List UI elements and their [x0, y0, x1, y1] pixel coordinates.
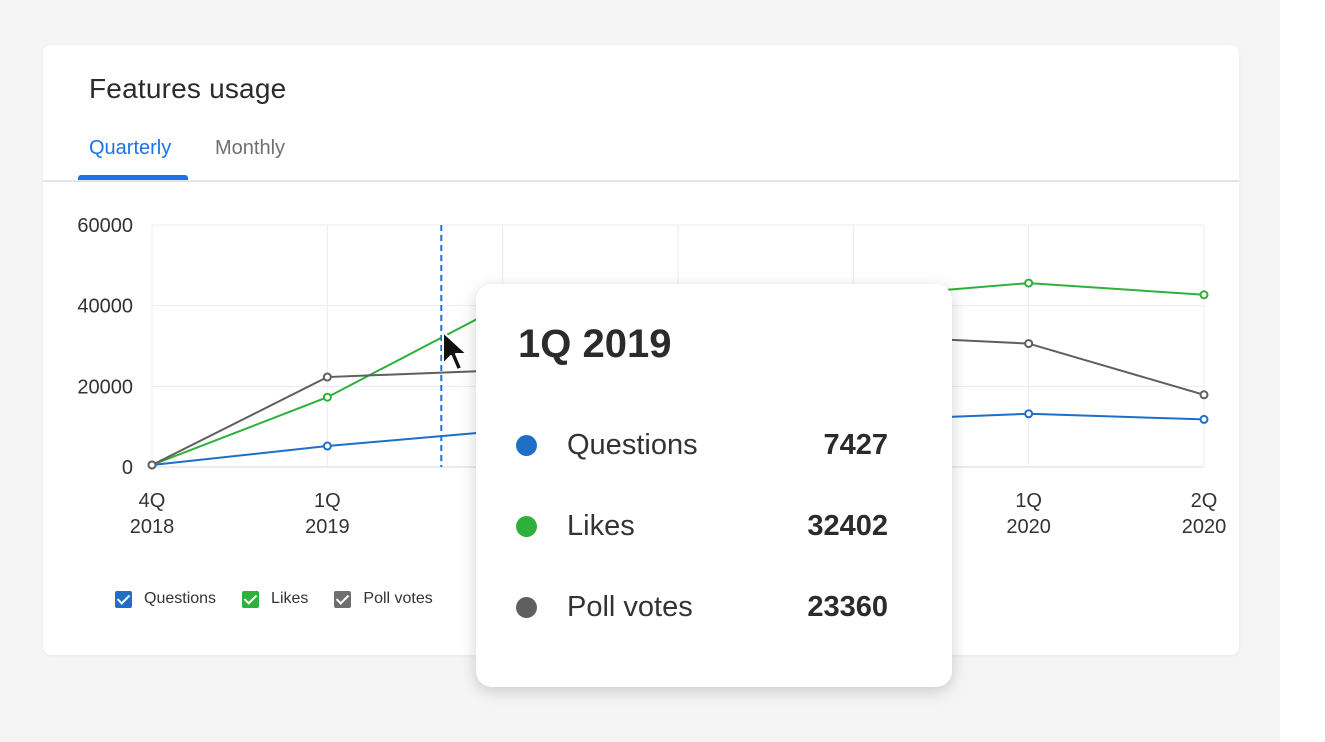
tooltip-row-likes: Likes 32402: [516, 506, 888, 546]
data-point-poll-votes: [1024, 339, 1034, 349]
legend-item-likes[interactable]: Likes: [242, 590, 308, 608]
x-tick-label: 1Q: [314, 490, 341, 512]
y-tick-label: 40000: [77, 296, 133, 318]
tooltip-title: 1Q 2019: [518, 322, 672, 366]
data-point-likes: [1199, 290, 1209, 300]
x-tick-label: 2Q: [1191, 490, 1218, 512]
data-point-poll-votes: [147, 460, 157, 470]
y-tick-label: 60000: [77, 215, 133, 237]
tab-quarterly[interactable]: Quarterly: [89, 137, 172, 159]
legend-item-questions[interactable]: Questions: [115, 590, 216, 608]
mouse-pointer-icon: [442, 331, 468, 371]
data-point-likes: [322, 392, 332, 402]
page-margin: [1280, 0, 1325, 742]
x-tick-label: 4Q: [139, 490, 166, 512]
data-point-questions: [322, 441, 332, 451]
legend-label-poll-votes: Poll votes: [363, 590, 433, 607]
tab-divider: [43, 180, 1239, 182]
tooltip-row-poll-votes: Poll votes 23360: [516, 587, 888, 627]
chart-legend: Questions Likes Poll votes: [115, 590, 433, 608]
y-tick-label: 0: [122, 457, 133, 479]
x-tick-label: 2019: [305, 516, 350, 538]
legend-label-likes: Likes: [271, 590, 309, 607]
series-dot-icon: [516, 596, 537, 618]
data-point-questions: [1199, 414, 1209, 424]
checkbox-checked-icon[interactable]: [115, 590, 132, 608]
tab-monthly[interactable]: Monthly: [215, 137, 286, 159]
checkbox-checked-icon[interactable]: [334, 590, 352, 608]
series-dot-icon: [516, 434, 537, 456]
active-tab-indicator: [78, 175, 188, 180]
card-title: Features usage: [89, 73, 287, 104]
x-tick-label: 2020: [1182, 516, 1227, 538]
data-point-questions: [1024, 409, 1034, 419]
checkbox-checked-icon[interactable]: [242, 590, 260, 608]
tooltip-series-name: Poll votes: [567, 590, 693, 623]
y-tick-label: 20000: [77, 376, 133, 398]
chart-tooltip: 1Q 2019 Questions 7427 Likes 32402 Poll …: [476, 284, 952, 687]
tooltip-series-name: Likes: [567, 509, 635, 542]
x-tick-label: 1Q: [1015, 490, 1042, 512]
tooltip-series-value: 32402: [807, 509, 888, 542]
tooltip-row-questions: Questions 7427: [516, 425, 888, 465]
data-point-poll-votes: [1199, 390, 1209, 400]
series-dot-icon: [516, 515, 537, 537]
x-tick-label: 2020: [1006, 516, 1051, 538]
tooltip-series-value: 23360: [807, 590, 888, 623]
tooltip-series-value: 7427: [823, 428, 888, 461]
x-tick-label: 2018: [130, 516, 175, 538]
data-point-likes: [1024, 278, 1034, 288]
tooltip-series-name: Questions: [567, 428, 698, 461]
legend-label-questions: Questions: [144, 590, 217, 607]
data-point-poll-votes: [322, 372, 332, 382]
legend-item-poll-votes[interactable]: Poll votes: [334, 590, 433, 608]
